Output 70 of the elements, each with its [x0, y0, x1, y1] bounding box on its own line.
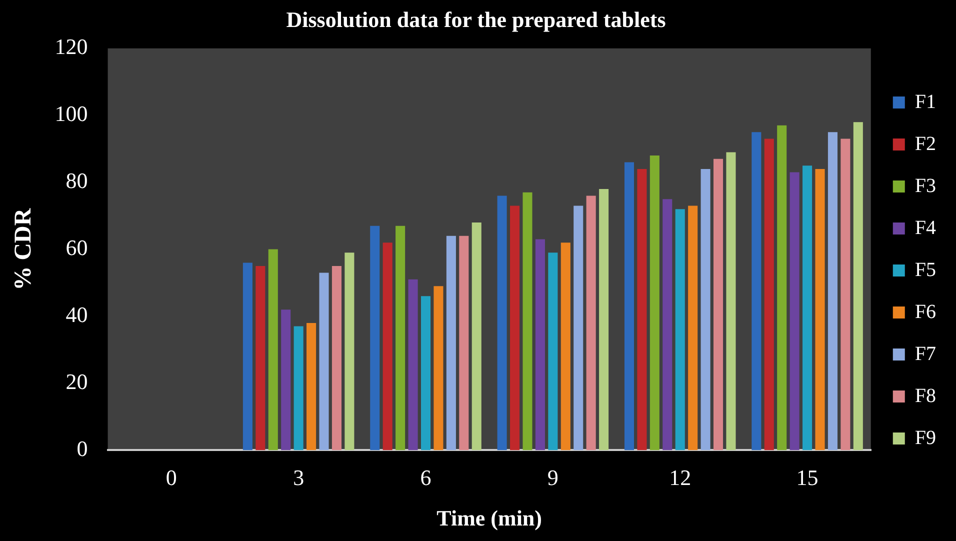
legend-label: F2	[914, 132, 936, 155]
bar	[382, 242, 392, 450]
bar	[434, 286, 444, 450]
bar	[408, 279, 418, 450]
x-tick-label: 0	[166, 465, 177, 490]
bar	[535, 239, 545, 450]
bar	[586, 196, 596, 450]
bar	[726, 152, 736, 450]
y-axis-title: % CDR	[10, 208, 37, 290]
x-axis-title: Time (min)	[436, 505, 542, 530]
y-tick-label: 100	[54, 101, 88, 126]
y-tick-label: 40	[66, 302, 88, 328]
y-tick-label: 60	[66, 235, 88, 260]
bar	[548, 252, 558, 450]
legend-label: F1	[914, 90, 936, 113]
bar	[459, 236, 469, 450]
x-tick-label: 3	[293, 465, 304, 490]
legend-label: F7	[914, 342, 936, 365]
bar	[840, 138, 850, 450]
bar	[675, 209, 685, 450]
bar	[497, 196, 507, 450]
bar	[472, 222, 482, 450]
bar	[268, 249, 278, 450]
bar	[764, 138, 774, 450]
legend-label: F3	[914, 174, 936, 197]
legend-label: F9	[914, 426, 936, 449]
x-tick-label: 6	[420, 465, 432, 490]
bar	[420, 296, 431, 450]
bar	[256, 266, 266, 450]
bar	[446, 236, 456, 450]
legend-label: F5	[914, 258, 936, 281]
bar	[662, 199, 672, 450]
bar	[294, 326, 304, 450]
bar	[560, 242, 570, 450]
y-tick-label: 80	[66, 168, 88, 194]
bar	[344, 252, 354, 450]
legend-label: F4	[914, 216, 936, 239]
bar	[752, 132, 762, 450]
bar	[650, 156, 660, 450]
bar	[242, 262, 252, 450]
bar	[370, 226, 380, 450]
chart-title: Dissolution data for the prepared tablets	[286, 6, 666, 32]
bar	[574, 206, 584, 450]
x-tick-label: 15	[796, 465, 818, 490]
bar	[522, 192, 532, 450]
bar	[599, 189, 609, 450]
bar	[319, 272, 329, 450]
bar	[777, 125, 787, 450]
legend-label: F8	[914, 384, 936, 407]
y-tick-label: 120	[54, 34, 88, 60]
bar	[688, 206, 698, 450]
bar	[281, 310, 291, 450]
x-tick-label: 9	[547, 465, 558, 490]
bar	[853, 122, 863, 450]
bar	[713, 158, 724, 450]
bar	[332, 266, 342, 450]
bar	[815, 168, 825, 450]
bar	[510, 206, 520, 450]
bar	[396, 226, 406, 450]
bar	[828, 132, 838, 450]
bar	[790, 172, 800, 450]
y-tick-label: 20	[66, 369, 88, 394]
legend-label: F6	[914, 300, 936, 323]
bar	[637, 168, 647, 450]
x-tick-label: 12	[669, 465, 692, 490]
bar	[624, 162, 634, 450]
y-tick-label: 0	[76, 436, 88, 461]
bar	[306, 322, 316, 450]
bar	[802, 166, 812, 450]
bar	[700, 168, 710, 450]
